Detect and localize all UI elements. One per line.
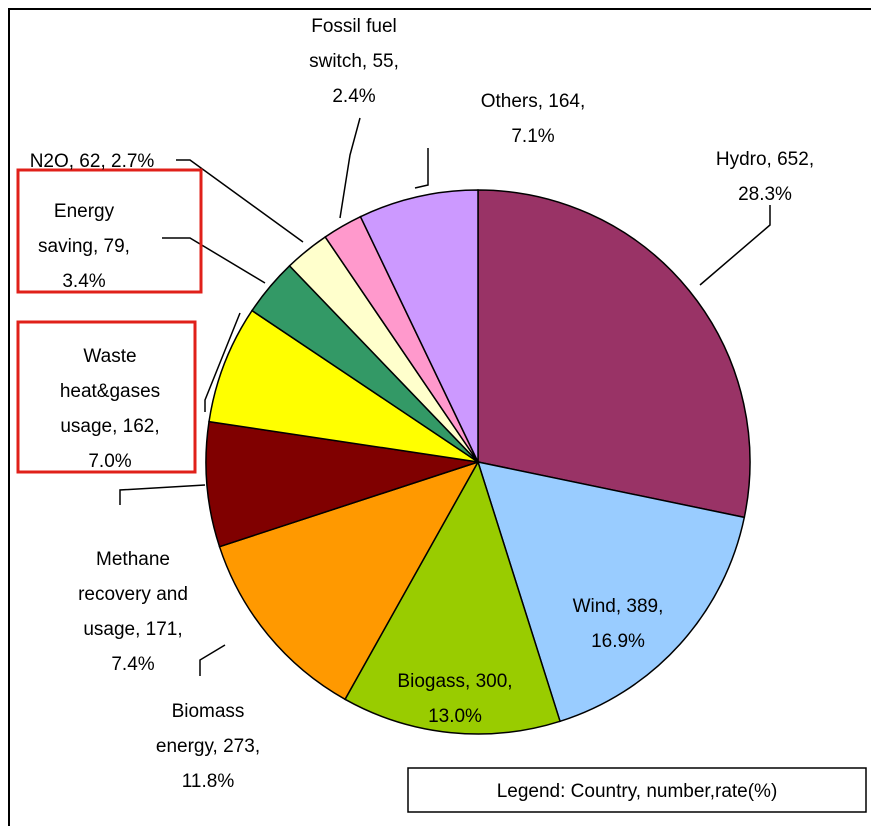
data-label: Others, 164, 7.1% <box>481 91 586 147</box>
data-label: Fossil fuel switch, 55, 2.4% <box>309 16 399 107</box>
highlight-box <box>16 320 197 474</box>
data-label: Methane recovery and usage, 171, 7.4% <box>78 549 188 675</box>
data-label: N2O, 62, 2.7% <box>30 151 155 172</box>
legend-box <box>407 767 867 813</box>
data-label: Biomass energy, 273, 11.8% <box>156 701 260 792</box>
pie-slice <box>208 309 479 463</box>
pie-slice <box>359 189 479 463</box>
pie-slice <box>477 189 751 519</box>
pie-slice <box>218 460 480 701</box>
frame <box>8 8 871 826</box>
data-label: Energy saving, 79, 3.4% <box>38 201 130 292</box>
data-label: Waste heat&gases usage, 162, 7.0% <box>60 346 160 472</box>
highlight-box <box>16 168 203 294</box>
legend-note: Legend: Country, number,rate(%) <box>497 781 778 802</box>
data-label: Biogass, 300, 13.0% <box>397 671 512 727</box>
pie-slice <box>476 461 746 723</box>
pie-slice <box>205 420 479 548</box>
data-label: Wind, 389, 16.9% <box>573 596 664 652</box>
leader-lines <box>119 117 771 676</box>
data-label: Hydro, 652, 28.3% <box>716 149 814 205</box>
pie-slice <box>344 460 561 735</box>
